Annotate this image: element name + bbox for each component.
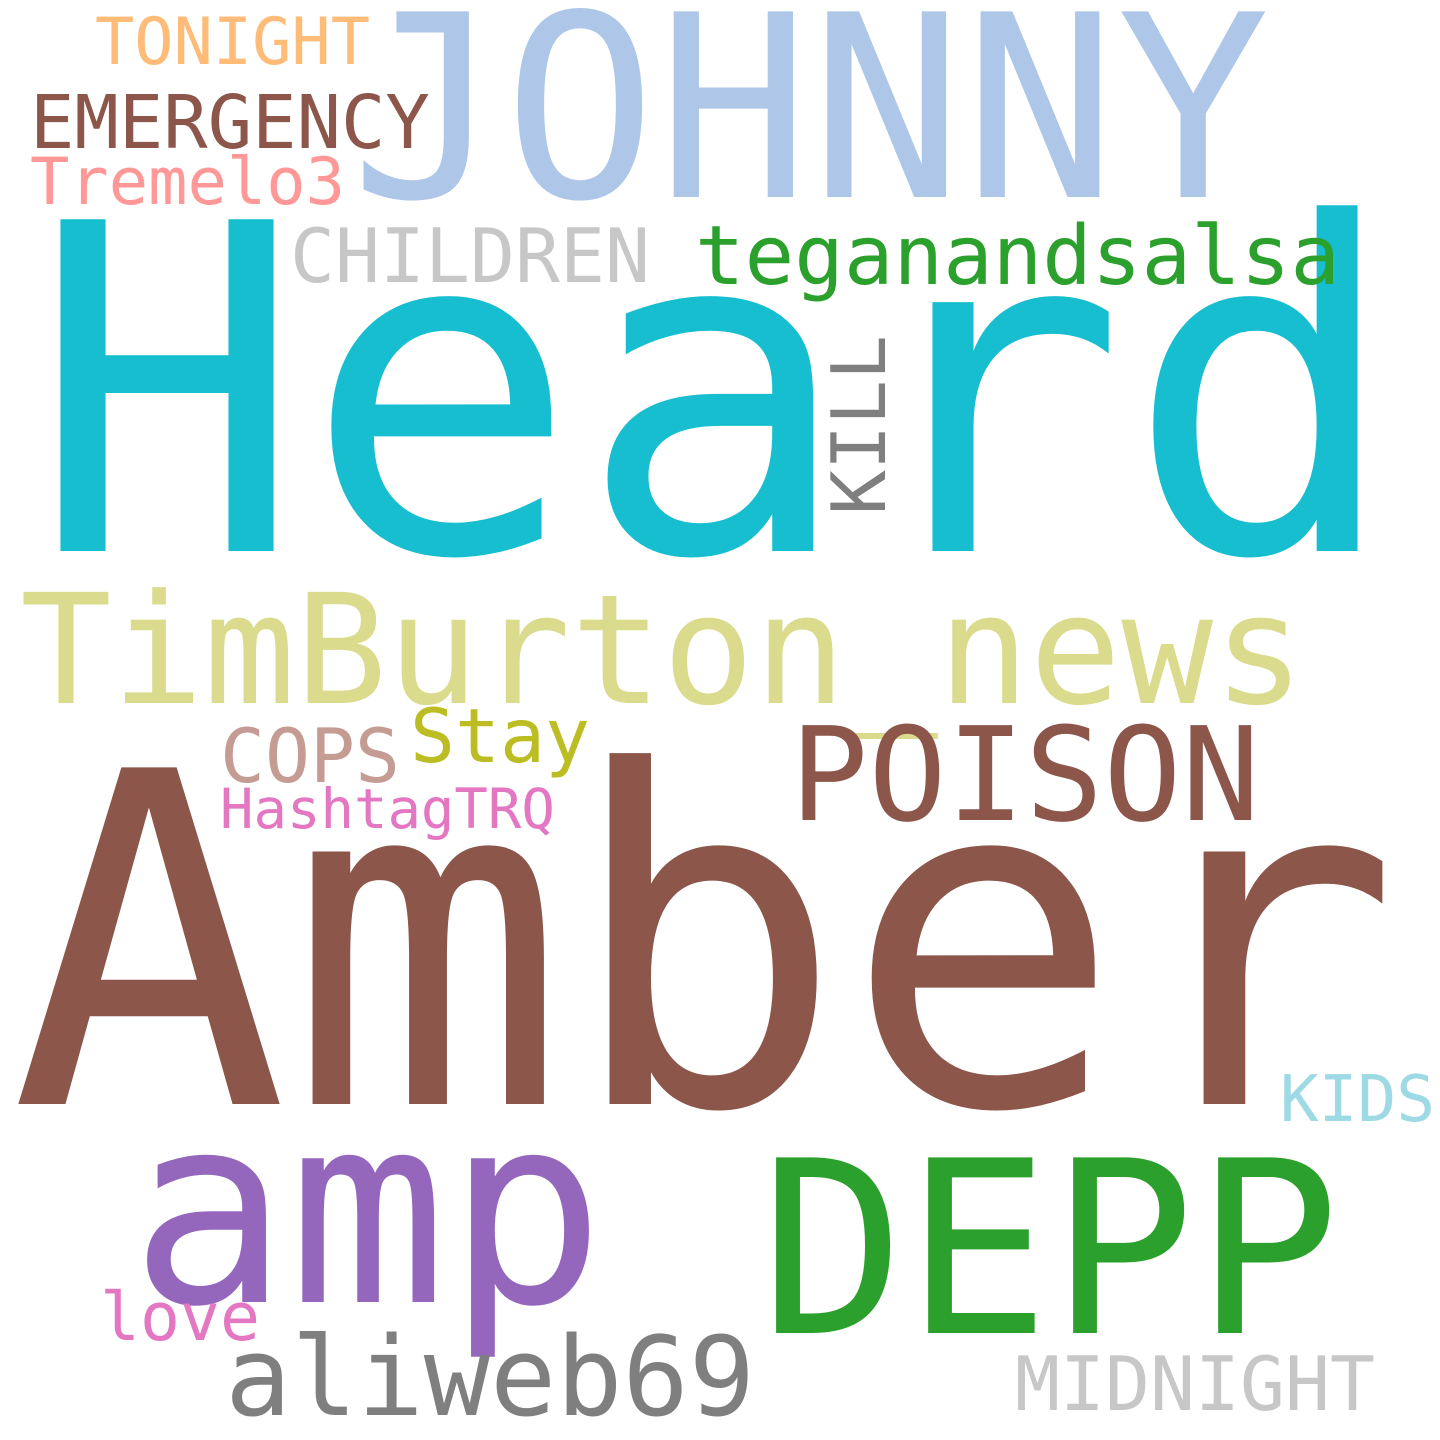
word-amber: Amber <box>10 675 1400 1214</box>
word-teganandsalsa: teganandsalsa <box>695 209 1340 305</box>
word-love: love <box>100 1278 260 1357</box>
word-poison: POISON <box>790 698 1260 851</box>
word-children: CHILDREN <box>290 213 650 301</box>
word-kill: KILL <box>815 335 903 515</box>
word-timburton-news: TimBurton_news <box>20 560 1305 739</box>
word-stay: Stay <box>410 693 590 781</box>
word-midnight: MIDNIGHT <box>1015 1340 1375 1428</box>
word-tremelo3: Tremelo3 <box>30 143 345 220</box>
word-cops: COPS <box>220 713 400 801</box>
word-heard: Heard <box>30 130 1400 660</box>
word-aliweb69: aliweb69 <box>225 1313 755 1440</box>
word-hashtagtrq: HashtagTRQ <box>220 777 555 843</box>
word-kids: KIDS <box>1280 1061 1435 1137</box>
word-amp: amp <box>130 1059 605 1366</box>
word-johnny: JOHNNY <box>350 0 1270 258</box>
word-emergency: EMERGENCY <box>30 79 430 166</box>
word-depp: DEPP <box>760 1108 1340 1390</box>
word-tonight: TONIGHT <box>95 3 370 80</box>
